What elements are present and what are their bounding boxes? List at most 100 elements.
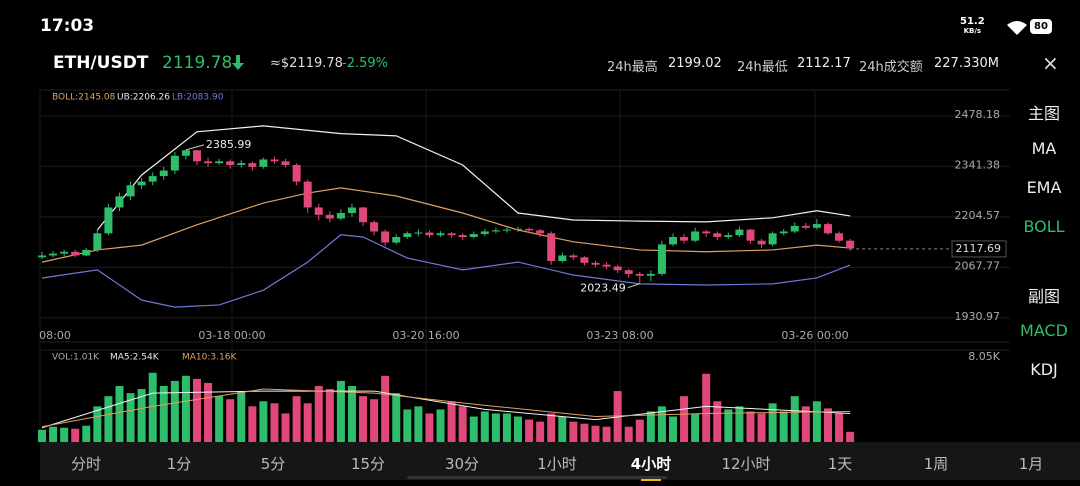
volume-bar: [303, 403, 312, 442]
candle-body: [292, 165, 301, 182]
timeframe-tab[interactable]: 1天: [827, 455, 853, 473]
candle-body: [226, 161, 235, 166]
high-pointer: [185, 144, 205, 151]
candle-body: [436, 233, 445, 236]
menu-item[interactable]: MA: [1031, 139, 1057, 158]
candle-body: [458, 235, 467, 237]
boll-band: [41, 234, 851, 308]
volume-bar: [469, 416, 478, 442]
timeframe-tab[interactable]: 15分: [350, 455, 386, 473]
volume-bar: [392, 393, 401, 442]
high-label: 2385.99: [206, 138, 252, 151]
candle-body: [735, 229, 744, 236]
menu-item[interactable]: BOLL: [1023, 217, 1065, 236]
timeframe-tab[interactable]: 1分: [166, 455, 192, 473]
candle-body: [491, 230, 500, 232]
candle-body: [447, 233, 456, 236]
volume-bar: [491, 413, 500, 442]
volume-bar: [204, 382, 213, 442]
menu-item[interactable]: 副图: [1027, 287, 1060, 306]
volume-bar: [823, 408, 832, 442]
volume-bar: [281, 413, 290, 442]
stat-label: 24h成交额: [859, 60, 923, 75]
candle-body: [347, 207, 356, 213]
candle-body: [359, 207, 368, 223]
volume-bar: [170, 380, 179, 442]
scroll-indicator: [407, 476, 667, 479]
timeframe-tab[interactable]: 1小时: [537, 455, 577, 473]
volume-bar: [181, 375, 190, 442]
volume-bar: [846, 431, 855, 442]
last-price: 2119.78: [162, 53, 233, 73]
volume-bar: [757, 413, 766, 442]
volume-bar: [691, 413, 700, 442]
volume-bar: [104, 396, 113, 442]
stat-value: 2199.02: [668, 56, 722, 71]
menu-item[interactable]: MACD: [1020, 321, 1068, 340]
pair[interactable]: ETH/USDT: [53, 53, 149, 73]
candle-body: [38, 255, 46, 258]
candle-body: [82, 249, 91, 256]
timeframe-tab[interactable]: 1月: [1018, 455, 1044, 473]
candle-body: [547, 233, 556, 261]
timeframe-tab[interactable]: 30分: [444, 455, 480, 473]
volume-bar: [82, 425, 91, 442]
candle-body: [691, 231, 700, 241]
candle-body: [314, 207, 323, 215]
candle-body: [680, 236, 689, 241]
candle-body: [801, 225, 810, 228]
volume-bar: [381, 375, 390, 442]
candle-body: [192, 150, 201, 162]
volume-bar: [60, 427, 69, 442]
y-tick-label: 2204.57: [955, 209, 1001, 222]
volume-bar: [347, 385, 356, 442]
volume-bar: [49, 426, 58, 442]
candle-body: [768, 233, 777, 245]
volume-bar: [746, 411, 755, 442]
candle-body: [381, 231, 390, 243]
volume-bar: [502, 413, 511, 442]
candle-body: [602, 264, 611, 267]
timeframe-tab[interactable]: 5分: [260, 455, 286, 473]
active-underline: [641, 478, 661, 481]
volume-bar: [226, 399, 235, 442]
timeframe-tab[interactable]: 分时: [70, 455, 101, 473]
volume-bar: [237, 391, 246, 442]
candle-body: [812, 224, 821, 228]
timeframe-tab[interactable]: 12小时: [721, 455, 771, 473]
candle-body: [126, 185, 135, 197]
candle-body: [514, 228, 523, 230]
vol-legend: MA10:3.16K: [182, 353, 237, 363]
candle-body: [724, 235, 733, 237]
volume-bar: [646, 411, 655, 442]
vol-ma-line: [41, 390, 851, 429]
candle-body: [779, 231, 788, 234]
volume-bar: [713, 401, 722, 442]
candle-body: [613, 266, 622, 271]
candle-body: [336, 213, 345, 219]
timeframe-tab[interactable]: 1周: [923, 455, 949, 473]
candle-body: [170, 155, 179, 171]
volume-bar: [93, 406, 102, 442]
menu-item[interactable]: KDJ: [1030, 360, 1058, 379]
menu-item[interactable]: 主图: [1027, 104, 1060, 123]
volume-bar: [801, 406, 810, 442]
close[interactable]: ×: [1042, 51, 1059, 75]
candle-body: [159, 170, 168, 177]
volume-bar: [591, 425, 600, 442]
timeframe-tab[interactable]: 4小时: [630, 455, 672, 473]
time-label: 03-23 08:00: [586, 329, 653, 342]
candle-body: [713, 233, 722, 237]
y-tick-label: 2341.38: [955, 158, 1001, 171]
time-label: 03-20 16:00: [392, 329, 459, 342]
boll-legend: BOLL:2145.08: [52, 93, 116, 103]
volume-bar: [259, 401, 268, 442]
volume-bar: [292, 396, 301, 442]
timeframe-bar: [40, 442, 1080, 480]
volume-bar: [724, 409, 733, 442]
volume-bar: [514, 416, 523, 442]
candle-body: [757, 240, 766, 245]
menu-item[interactable]: EMA: [1026, 178, 1062, 197]
volume-bar: [38, 429, 46, 442]
